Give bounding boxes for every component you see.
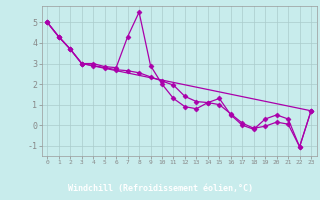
Text: Windchill (Refroidissement éolien,°C): Windchill (Refroidissement éolien,°C) <box>68 184 252 193</box>
